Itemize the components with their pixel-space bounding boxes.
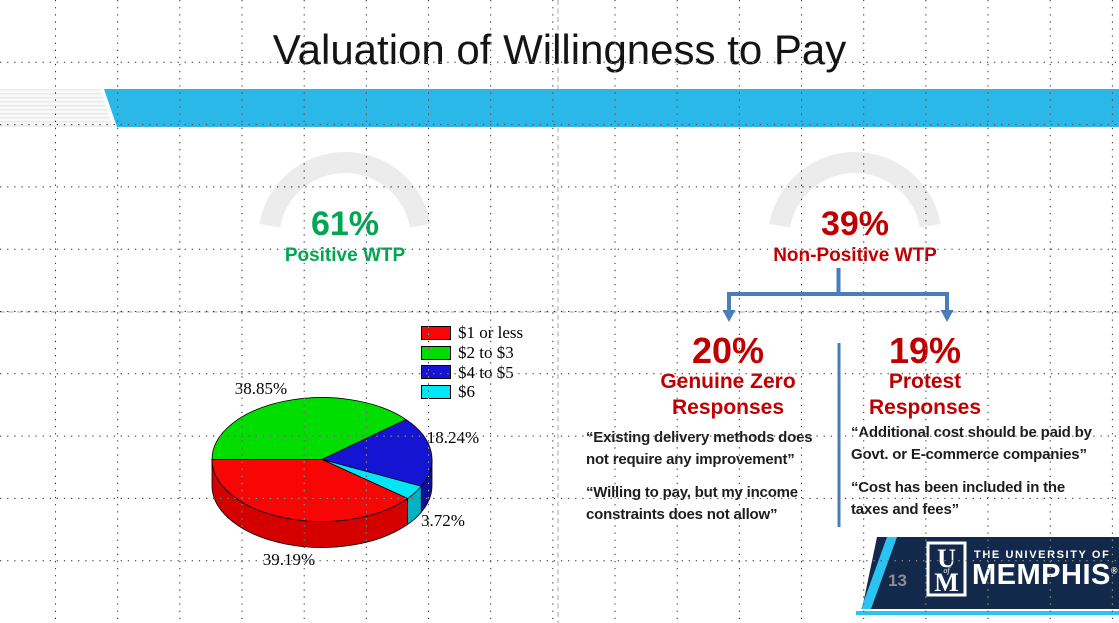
positive-wtp-percent: 61% [310,205,380,243]
non-positive-wtp-label: Non-Positive WTP [773,245,937,266]
legend-label: $2 to $3 [458,342,514,362]
logo-memphis-text: MEMPHIS® [972,559,1118,592]
pie-percentage-label: 38.85% [235,379,287,398]
arrow-down-icon [940,310,954,322]
pie-slice [407,485,422,525]
monogram-letter-m: M [934,568,959,597]
quote-willing-to-pay: “Willing to pay, but my income constrain… [586,484,798,523]
logo-memphis-word: MEMPHIS [972,559,1111,591]
arrow-down-icon [722,310,736,322]
monogram-letter-u: U [937,544,956,573]
legend-swatch-icon [421,345,451,360]
monogram-word-of: of [943,566,951,575]
protest-label: Protest Responses [868,370,982,419]
legend-swatch-icon [421,325,451,340]
legend-row: $2 to $3 [421,343,523,363]
legend-label: $6 [458,382,475,402]
registered-mark-icon: ® [1110,565,1118,576]
legend-row: $4 to $5 [421,363,523,383]
logo-underline [856,611,1119,615]
quote-additional-cost: “Additional cost should be paid by Govt.… [851,424,1092,463]
genuine-zero-label: Genuine Zero Responses [660,370,796,419]
legend-row: $6 [421,382,523,402]
page-number: 13 [888,571,907,590]
pie-legend: $1 or less $2 to $3 $4 to $5 $6 [421,323,523,402]
pie-percentage-label: 39.19% [263,550,315,569]
legend-label: $4 to $5 [458,362,514,382]
positive-wtp-label: Positive WTP [284,245,406,266]
banner-ribbon [104,89,1119,127]
pie-slice [211,397,407,460]
page-title: Valuation of Willingness to Pay [272,26,847,73]
quote-existing-delivery: “Existing delivery methods does not requ… [586,429,813,468]
non-positive-wtp-percent: 39% [820,205,890,243]
legend-swatch-icon [421,385,451,400]
pie-slice [321,419,433,487]
pie-slice [211,459,408,548]
legend-swatch-icon [421,365,451,380]
legend-row: $1 or less [421,323,523,343]
pie-slice [211,459,408,522]
pie-percentage-label: 18.24% [427,428,479,447]
connector-bracket [727,292,949,311]
um-monogram-box [926,541,967,597]
pie-slice [321,459,422,499]
genuine-zero-percent: 20% [691,330,765,371]
banner-stripe-decoration [0,89,113,127]
legend-label: $1 or less [458,322,524,342]
pie-slice [420,459,433,513]
protest-percent: 19% [888,330,962,371]
pie-percentage-label: 3.72% [421,511,465,530]
quote-cost-included: “Cost has been included in the taxes and… [851,479,1066,518]
